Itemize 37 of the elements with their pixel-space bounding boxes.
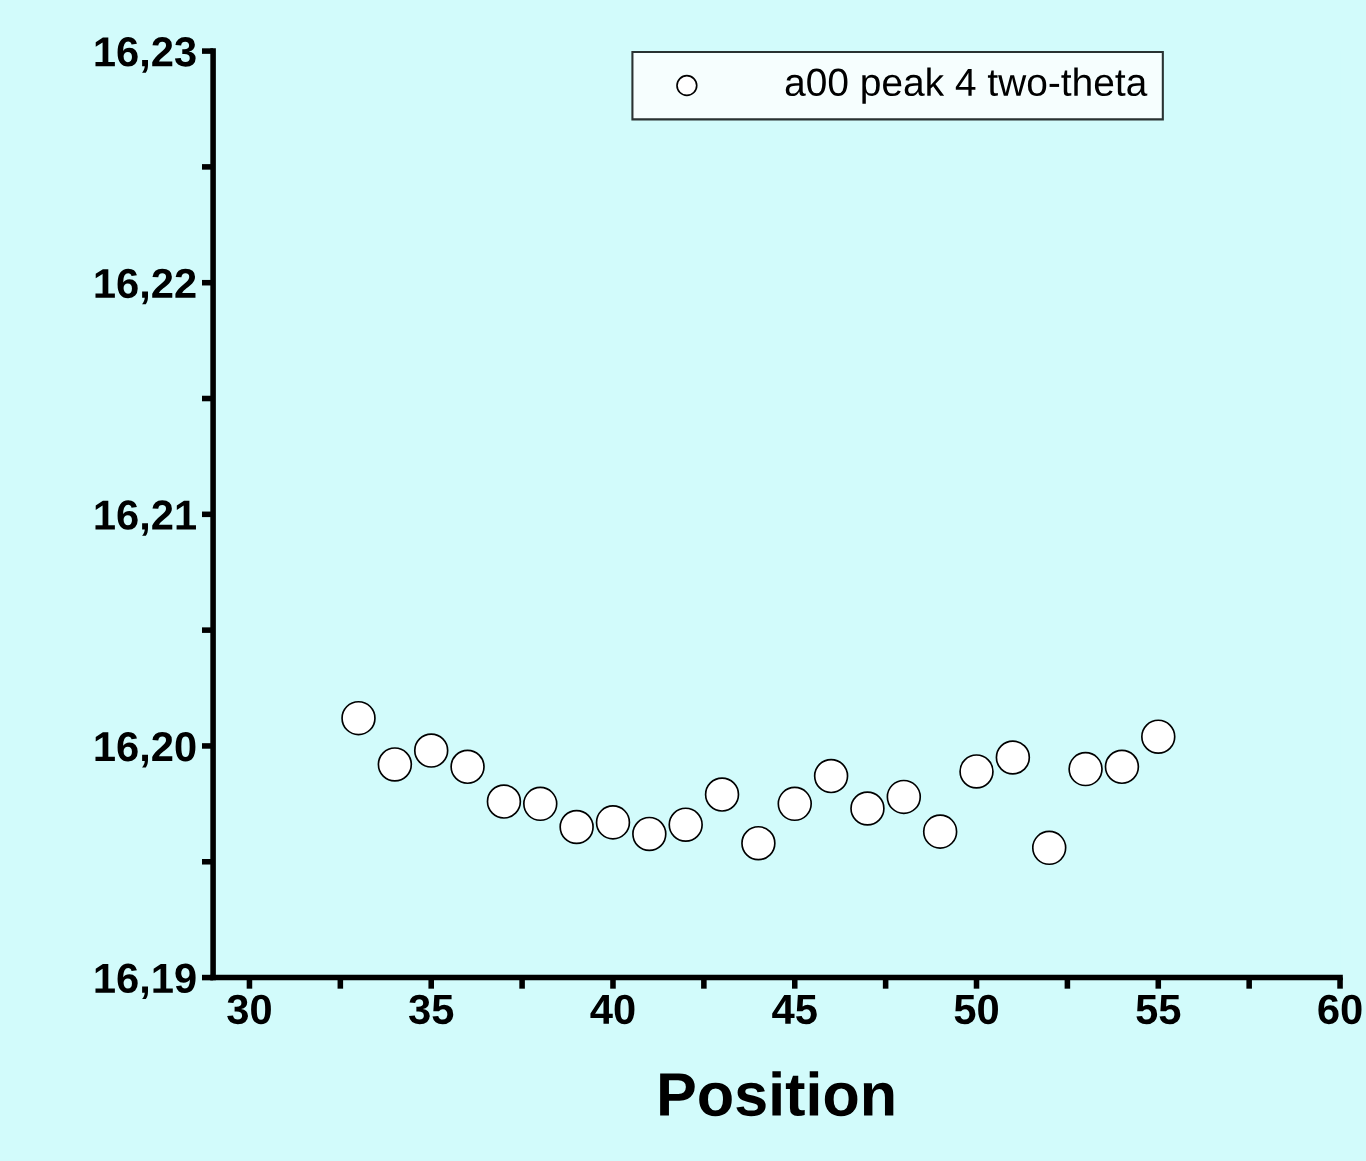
x-tick-label: 40 bbox=[590, 994, 635, 1025]
point bbox=[450, 749, 485, 785]
point bbox=[741, 825, 776, 861]
point bbox=[777, 786, 813, 822]
y-tick-label: 16,23 bbox=[95, 37, 196, 73]
point bbox=[1141, 719, 1176, 754]
point bbox=[995, 740, 1031, 775]
point bbox=[413, 733, 449, 768]
y-tick-label: 16,22 bbox=[95, 268, 196, 305]
point bbox=[922, 814, 958, 849]
x-tick-label: 60 bbox=[1318, 994, 1362, 1025]
point bbox=[632, 816, 667, 852]
point bbox=[886, 779, 922, 815]
point bbox=[1104, 749, 1140, 785]
point bbox=[523, 786, 558, 822]
y-tick-label: 16,21 bbox=[95, 500, 196, 536]
x-tick-label: 30 bbox=[227, 994, 271, 1025]
point bbox=[1068, 751, 1103, 787]
point bbox=[595, 805, 631, 840]
point bbox=[1031, 830, 1067, 866]
x-tick-label: 55 bbox=[1136, 995, 1181, 1025]
x-tick-label: 45 bbox=[772, 995, 817, 1025]
x-tick-label: 35 bbox=[409, 994, 454, 1025]
point bbox=[341, 700, 376, 736]
y-tick-label: 16,19 bbox=[95, 963, 196, 1000]
y-tick-label: 16,20 bbox=[95, 731, 196, 768]
legend-label: a00 peak 4 two-theta bbox=[785, 67, 1148, 104]
point bbox=[813, 758, 849, 794]
point bbox=[559, 809, 594, 845]
point bbox=[377, 747, 413, 782]
point bbox=[668, 807, 703, 842]
point bbox=[704, 777, 740, 812]
point bbox=[959, 754, 994, 789]
point bbox=[850, 791, 885, 826]
x-tick-label: 50 bbox=[954, 994, 998, 1025]
x-axis-title: Position bbox=[660, 1071, 894, 1117]
point bbox=[486, 784, 522, 819]
